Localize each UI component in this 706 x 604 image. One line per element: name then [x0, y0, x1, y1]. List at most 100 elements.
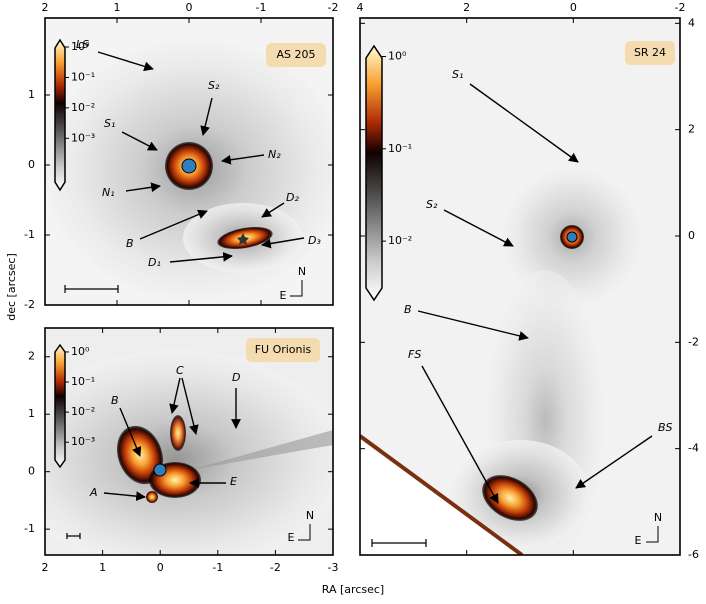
annotation: D₁ — [148, 256, 161, 269]
annotation: C — [176, 364, 184, 377]
compass-e: E — [288, 531, 295, 544]
panel-name: FU Orionis — [255, 343, 312, 356]
arrow — [221, 154, 265, 165]
x-tick-label: -1 — [256, 1, 267, 14]
x-tick-label: -2 — [270, 561, 281, 574]
annotation: D — [232, 371, 240, 384]
x-tick-label: 1 — [99, 561, 106, 574]
arrow — [119, 407, 142, 457]
annotation: B — [126, 237, 134, 250]
scale-bars — [64, 285, 427, 547]
y-tick-label: -6 — [688, 548, 699, 561]
y-tick-label: 1 — [28, 407, 35, 420]
colorbar-tick-label: 10⁻¹ — [71, 375, 95, 388]
label-box — [266, 43, 326, 67]
panel-name: AS 205 — [277, 48, 316, 61]
annotation: FS — [408, 348, 421, 361]
label-box — [625, 41, 675, 65]
x-tick-label: -3 — [328, 561, 339, 574]
y-tick-label: -1 — [24, 522, 35, 535]
compass-n: N — [654, 511, 662, 524]
colorbar-tick-label: 10⁻³ — [71, 131, 95, 144]
annotation: B — [111, 394, 119, 407]
annotation: D₃ — [308, 234, 321, 247]
annotation: N₁ — [102, 186, 115, 199]
annotation: S₁ — [104, 117, 115, 130]
y-tick-label: 1 — [28, 88, 35, 101]
x-tick-label: -2 — [328, 1, 339, 14]
arrow — [261, 237, 305, 249]
panel-name: SR 24 — [634, 46, 666, 59]
y-axis-label: dec [arcsec] — [5, 253, 18, 321]
colorbar-tick-label: 10⁰ — [388, 50, 407, 63]
compass-e: E — [280, 289, 287, 302]
panel-frame — [44, 327, 334, 556]
y-tick-label: 0 — [28, 465, 35, 478]
annotation: S₂ — [426, 198, 438, 211]
annotation: S₁ — [452, 68, 463, 81]
arrow — [103, 491, 146, 502]
annotation: N₂ — [268, 148, 281, 161]
annotations: S₁ S₂ B FS BS — [404, 68, 673, 504]
annotation: B — [404, 303, 412, 316]
x-tick-label: 2 — [42, 1, 49, 14]
label-box — [246, 338, 320, 362]
arrow — [125, 182, 161, 193]
colorbar-tick-label: 10⁻¹ — [388, 142, 412, 155]
x-tick-label: 4 — [357, 1, 364, 14]
image-sr24 — [360, 18, 680, 555]
colorbar — [54, 38, 66, 192]
arrow — [169, 251, 233, 263]
arrow — [575, 435, 653, 489]
y-tick-label: -2 — [24, 298, 35, 311]
y-tick-label: 0 — [688, 229, 695, 242]
colorbar-tick-label: 10⁰ — [71, 40, 90, 53]
annotation: BS — [658, 421, 673, 434]
colorbar — [365, 44, 383, 302]
colorbar-tick-label: 10⁻³ — [71, 435, 95, 448]
y-tick-label: 2 — [28, 350, 35, 363]
panel-frame — [359, 17, 681, 556]
y-tick-label: -1 — [24, 228, 35, 241]
compass: N E N E N E — [280, 265, 663, 547]
x-axis-label: RA [arcsec] — [322, 583, 384, 596]
x-tick-label: 2 — [463, 1, 470, 14]
compass-e: E — [635, 534, 642, 547]
y-tick-label: 2 — [688, 123, 695, 136]
annotation: A — [89, 486, 98, 499]
x-tick-label: 0 — [186, 1, 193, 14]
arrow — [421, 365, 499, 504]
arrow — [261, 202, 285, 218]
x-tick-label: 0 — [570, 1, 577, 14]
y-tick-label: -2 — [688, 335, 699, 348]
x-tick-label: -2 — [675, 1, 686, 14]
arrow — [200, 97, 213, 136]
annotation: LS — [76, 38, 89, 51]
annotation: D₂ — [286, 191, 299, 204]
arrow — [97, 51, 154, 72]
annotations: LS S₂ S₁ N₂ N₁ D₂ B D₃ D₁ — [76, 38, 321, 269]
x-tick-label: -1 — [212, 561, 223, 574]
colorbar-tick-label: 10⁻² — [71, 405, 95, 418]
colorbar-tick-label: 10⁻² — [388, 234, 412, 247]
compass-n: N — [306, 509, 314, 522]
x-tick-label: 0 — [157, 561, 164, 574]
arrow — [443, 209, 514, 247]
arrow — [469, 83, 579, 163]
x-tick-label: 2 — [42, 561, 49, 574]
arrow — [139, 209, 208, 240]
colorbar — [54, 343, 66, 469]
colorbar-tick-label: 10⁻² — [71, 101, 95, 114]
annotation: S₂ — [208, 79, 220, 92]
x-tick-label: 1 — [114, 1, 121, 14]
image-fu-orionis — [45, 328, 333, 555]
colorbar-tick-label: 10⁰ — [71, 345, 90, 358]
arrow — [181, 377, 199, 435]
arrow — [169, 377, 181, 414]
compass-n: N — [298, 265, 306, 278]
y-tick-label: 0 — [28, 158, 35, 171]
y-tick-label: -4 — [688, 442, 699, 455]
arrow — [417, 310, 529, 341]
annotation: E — [230, 475, 237, 488]
